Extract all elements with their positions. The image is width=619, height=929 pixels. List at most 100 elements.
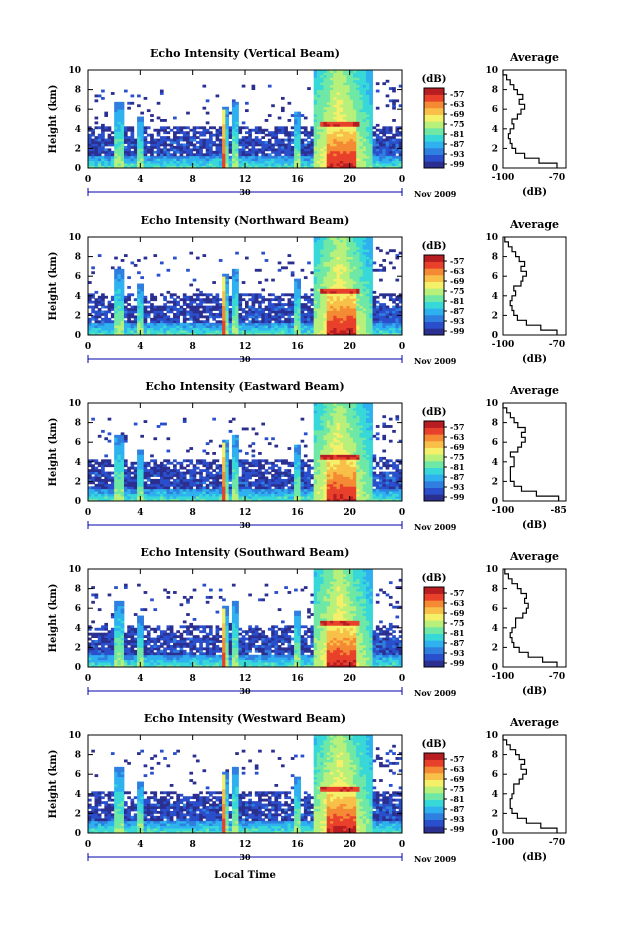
heatmap-cell [173, 256, 177, 260]
heatmap-cell [163, 158, 167, 162]
heatmap-cell [215, 145, 220, 149]
heatmap-cell [127, 476, 131, 480]
heatmap-cell [156, 425, 161, 428]
heatmap-cell [114, 474, 118, 477]
heatmap-cell [320, 276, 324, 280]
heatmap-cell [303, 305, 308, 309]
heatmap-cell [231, 486, 236, 490]
heatmap-cell [267, 138, 272, 142]
heatmap-cell [316, 303, 321, 306]
heatmap-cell [212, 315, 216, 319]
heatmap-cell [362, 290, 367, 294]
heatmap-cell [300, 315, 305, 319]
heatmap-cell [375, 106, 380, 110]
heatmap-cell [222, 148, 226, 152]
heatmap-cell [123, 145, 128, 149]
heatmap-cell [245, 293, 249, 297]
heatmap-cell [163, 422, 167, 426]
heatmap-cell [88, 165, 92, 169]
heatmap-cell [382, 320, 387, 324]
heatmap-cell [140, 136, 144, 139]
heatmap-cell [313, 133, 318, 137]
heatmap-cell [271, 293, 275, 297]
heatmap-cell [382, 82, 387, 86]
heatmap-cell [114, 303, 118, 306]
heatmap-cell [173, 158, 177, 162]
heatmap-cell [267, 330, 272, 333]
heatmap-cell [146, 148, 151, 152]
heatmap-cell [110, 491, 115, 495]
heatmap-cell [398, 141, 403, 144]
heatmap-cell [369, 126, 373, 130]
heatmap-cell [343, 96, 347, 100]
heatmap-cell [290, 300, 295, 304]
heatmap-cell [303, 317, 308, 321]
heatmap-cell [392, 106, 396, 110]
heatmap-cell [218, 488, 223, 492]
heatmap-cell [398, 104, 403, 108]
heatmap-cell [254, 315, 259, 319]
heatmap-cell [392, 165, 396, 169]
heatmap-cell [88, 126, 92, 130]
heatmap-cell [225, 444, 230, 448]
heatmap-cell [330, 104, 334, 108]
heatmap-cell [215, 155, 220, 159]
heatmap-cell [359, 273, 364, 277]
heatmap-cell [320, 70, 324, 73]
heatmap-cell [277, 145, 282, 149]
heatmap-cell [140, 123, 144, 127]
heatmap-cell [159, 322, 164, 326]
heatmap-cell [333, 84, 337, 88]
heatmap-cell [91, 322, 95, 326]
heatmap-cell [333, 315, 337, 319]
heatmap-cell [333, 104, 337, 108]
heatmap-cell [231, 488, 236, 492]
heatmap-cell [140, 486, 144, 490]
heatmap-cell [150, 496, 154, 499]
heatmap-cell [114, 278, 118, 282]
heatmap-cell [107, 126, 112, 130]
heatmap-cell [133, 163, 138, 166]
heatmap-cell [362, 298, 367, 302]
heatmap-cell [320, 259, 324, 262]
heatmap-cell [146, 300, 151, 304]
heatmap-cell [333, 290, 337, 294]
heatmap-cell [346, 158, 351, 162]
heatmap-cell [101, 322, 105, 326]
heatmap-cell [375, 158, 380, 162]
heatmap-cell [287, 305, 292, 309]
heatmap-cell [343, 256, 347, 260]
heatmap-cell [238, 143, 243, 147]
heatmap-cell [369, 303, 373, 306]
heatmap-cell [323, 266, 328, 270]
heatmap-cell [104, 148, 109, 152]
heatmap-cell [356, 268, 360, 272]
heatmap-cell [186, 481, 190, 485]
heatmap-cell [159, 488, 164, 492]
heatmap-cell [349, 293, 354, 297]
heatmap-cell [287, 160, 292, 164]
heatmap-cell [225, 281, 230, 284]
heatmap-cell [307, 141, 311, 144]
heatmap-cell [320, 89, 324, 93]
heatmap-cell [228, 158, 233, 162]
heatmap-cell [176, 308, 180, 311]
x-tick-label: 4 [137, 342, 143, 352]
heatmap-cell [153, 310, 158, 314]
heatmap-cell [173, 131, 177, 135]
heatmap-cell [336, 290, 341, 294]
heatmap-cell [225, 452, 230, 455]
heatmap-cell [267, 84, 272, 88]
heatmap-cell [117, 483, 122, 487]
heatmap-cell [362, 266, 367, 270]
heatmap-cell [150, 145, 154, 149]
heatmap-cell [176, 145, 180, 149]
heatmap-cell [280, 308, 285, 311]
heatmap-cell [212, 478, 216, 482]
heatmap-cell [379, 263, 383, 267]
heatmap-cell [343, 310, 347, 314]
heatmap-cell [336, 295, 341, 299]
heatmap-cell [114, 317, 118, 321]
heatmap-cell [238, 327, 243, 331]
heatmap-cell [254, 155, 259, 159]
